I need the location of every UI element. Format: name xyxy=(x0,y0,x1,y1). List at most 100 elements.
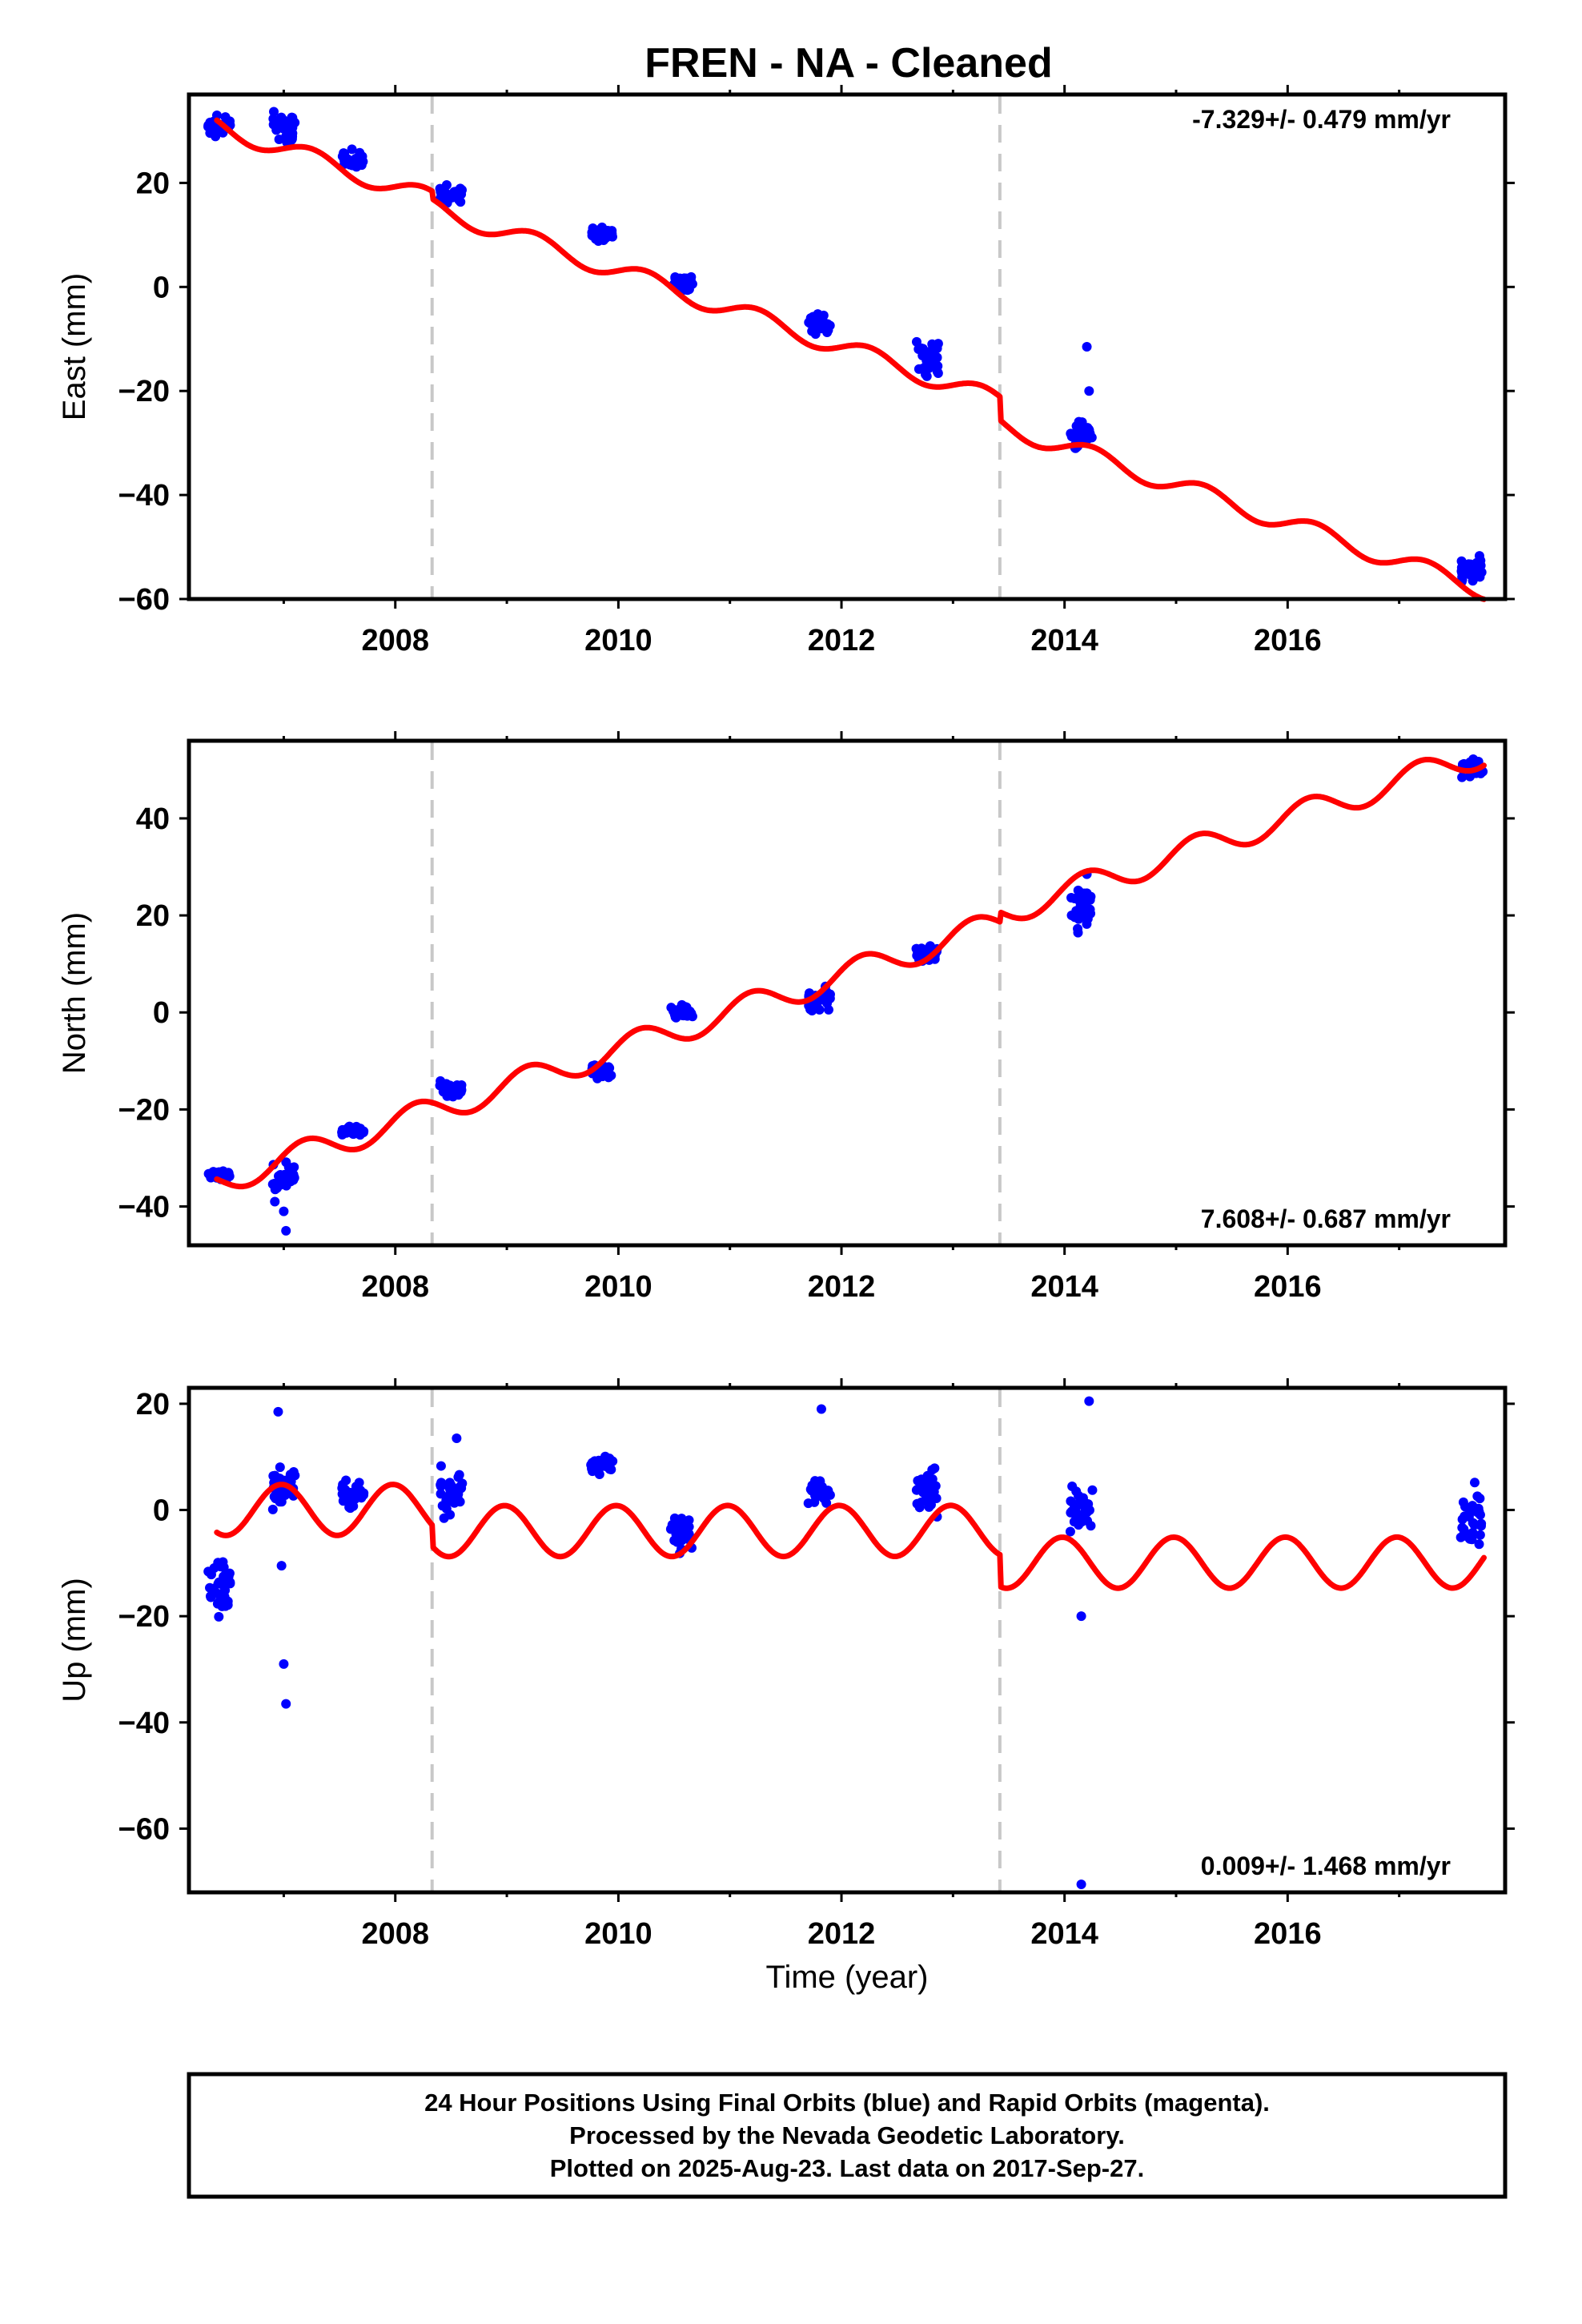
up-point-31 xyxy=(223,1571,234,1582)
up-point-33 xyxy=(220,1585,231,1595)
up-panel: 2008 2010 2012 2014 2016 20 0 −20 −40 −60 Up (mm) 0… xyxy=(57,1378,1515,1951)
north-panel: 2008 2010 2012 2014 2016 40 20 0 −20 −40 North (mm… xyxy=(57,731,1515,1304)
north-point-33 xyxy=(205,1169,215,1180)
east-xtick-label-2008: 2008 xyxy=(361,624,429,657)
north-point-63 xyxy=(274,1171,284,1181)
up-point-336 xyxy=(1467,1506,1477,1516)
east-point-271 xyxy=(930,363,941,373)
east-point-60 xyxy=(271,125,282,135)
up-point-26 xyxy=(212,1598,223,1609)
east-point-303 xyxy=(1084,428,1094,438)
north-data-points xyxy=(203,754,1488,1236)
north-point-326 xyxy=(1457,772,1468,782)
east-frame xyxy=(187,92,1508,601)
north-point-340 xyxy=(270,1196,280,1207)
up-point-169 xyxy=(604,1454,614,1464)
up-point-265 xyxy=(914,1482,925,1493)
up-point-298 xyxy=(1073,1490,1083,1501)
north-point-231 xyxy=(814,1004,825,1015)
north-point-341 xyxy=(279,1206,289,1216)
north-ytick-label--20: −20 xyxy=(118,1093,170,1127)
east-ytick-label-20: 20 xyxy=(136,167,170,200)
east-point-169 xyxy=(607,231,617,242)
up-point-267 xyxy=(916,1498,926,1508)
up-point-344 xyxy=(452,1433,462,1443)
north-point-292 xyxy=(1069,911,1079,921)
x-axis-title: Time (year) xyxy=(766,1960,929,1995)
east-point-235 xyxy=(808,322,818,332)
up-point-343 xyxy=(281,1699,291,1709)
north-point-203 xyxy=(677,1004,687,1015)
north-ytick-label--40: −40 xyxy=(118,1191,170,1224)
north-point-298 xyxy=(1084,907,1094,918)
up-xtick-label-2012: 2012 xyxy=(808,1917,876,1951)
up-point-276 xyxy=(1065,1526,1075,1537)
east-point-305 xyxy=(1070,434,1081,444)
east-point-203 xyxy=(670,273,681,283)
east-point-263 xyxy=(924,347,934,357)
north-point-134 xyxy=(440,1086,451,1096)
up-xtick-label-2008: 2008 xyxy=(361,1917,429,1951)
north-point-135 xyxy=(436,1076,446,1086)
east-xtick-label-2012: 2012 xyxy=(808,624,876,657)
up-ytick-label--20: −20 xyxy=(118,1600,170,1634)
up-point-29 xyxy=(219,1562,229,1573)
up-point-339 xyxy=(1468,1527,1478,1538)
east-xtick-label-2010: 2010 xyxy=(584,624,652,657)
up-point-346 xyxy=(1076,1611,1086,1622)
up-point-328 xyxy=(1469,1478,1480,1488)
east-point-268 xyxy=(933,339,943,349)
up-point-134 xyxy=(454,1482,464,1493)
up-point-345 xyxy=(816,1404,826,1414)
up-point-342 xyxy=(279,1659,289,1669)
up-point-335 xyxy=(1460,1530,1471,1541)
up-point-317 xyxy=(1474,1539,1484,1550)
info-line-2: Processed by the Nevada Geodetic Laborat… xyxy=(569,2121,1125,2149)
east-model-line xyxy=(214,117,1487,602)
east-point-236 xyxy=(808,312,818,322)
up-point-127 xyxy=(446,1480,456,1490)
up-point-165 xyxy=(587,1464,597,1474)
east-y-axis-label: East (mm) xyxy=(57,273,92,420)
up-point-99 xyxy=(345,1487,355,1498)
up-point-300 xyxy=(1083,1499,1094,1510)
east-point-267 xyxy=(916,343,926,353)
north-point-234 xyxy=(822,998,833,1008)
north-point-305 xyxy=(1079,888,1090,899)
up-point-322 xyxy=(1476,1521,1486,1531)
up-xtick-label-2016: 2016 xyxy=(1254,1917,1322,1951)
north-xtick-label-2008: 2008 xyxy=(361,1270,429,1304)
east-point-339 xyxy=(1464,559,1474,569)
north-y-axis-label: North (mm) xyxy=(57,912,92,1074)
up-point-197 xyxy=(684,1515,694,1526)
north-point-32 xyxy=(218,1166,228,1176)
up-point-92 xyxy=(341,1475,351,1486)
up-point-235 xyxy=(824,1490,834,1500)
east-rate-label: -7.329+/- 0.479 mm/yr xyxy=(1192,105,1451,134)
up-point-337 xyxy=(1458,1497,1468,1507)
up-point-112 xyxy=(436,1461,446,1471)
up-xtick-label-2010: 2010 xyxy=(584,1917,652,1951)
info-line-3: Plotted on 2025-Aug-23. Last data on 201… xyxy=(550,2154,1144,2182)
up-model-line xyxy=(214,1482,1487,1591)
east-point-101 xyxy=(354,158,364,168)
east-point-168 xyxy=(596,233,607,243)
up-point-348 xyxy=(1076,1880,1086,1890)
up-point-340 xyxy=(273,1406,283,1417)
east-point-336 xyxy=(1475,572,1485,582)
up-point-321 xyxy=(1468,1518,1479,1529)
up-xtick-label-2014: 2014 xyxy=(1030,1917,1098,1951)
north-point-235 xyxy=(805,1004,816,1015)
east-point-201 xyxy=(686,272,697,283)
east-point-77 xyxy=(347,144,357,155)
north-point-236 xyxy=(825,989,835,999)
north-point-339 xyxy=(1473,757,1484,767)
north-point-281 xyxy=(1073,927,1083,938)
up-point-135 xyxy=(454,1470,464,1480)
north-model-line xyxy=(214,757,1487,1190)
up-ytick-label-0: 0 xyxy=(153,1494,170,1528)
up-point-96 xyxy=(345,1503,355,1514)
up-point-63 xyxy=(285,1470,295,1480)
up-point-341 xyxy=(276,1561,287,1571)
